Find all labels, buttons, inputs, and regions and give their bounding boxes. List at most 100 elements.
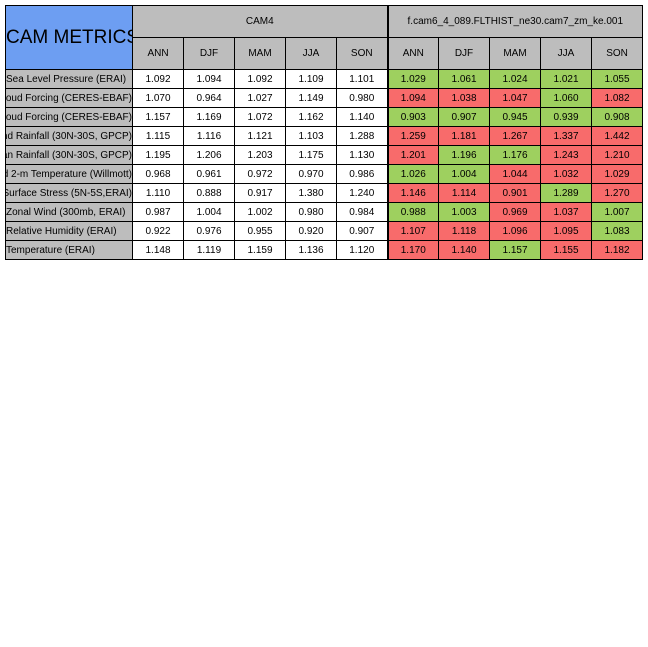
metric-name-label: Land 2-m Temperature (Willmott) [7, 168, 132, 180]
cam4-value-cell: 1.140 [336, 107, 388, 127]
metric-name: Ocean Rainfall (30N-30S, GPCP) [5, 145, 133, 165]
metric-name: LW Cloud Forcing (CERES-EBAF) [5, 107, 133, 127]
cam4-value-cell: 1.070 [132, 88, 184, 108]
metric-name: SW Cloud Forcing (CERES-EBAF) [5, 88, 133, 108]
table-row: Land 2-m Temperature (Willmott)0.9680.96… [5, 164, 644, 184]
season-header-son: SON [336, 37, 388, 70]
cam4-value-cell: 1.149 [285, 88, 337, 108]
table-row: Sea Level Pressure (ERAI) 1.092 1.094 1.092… [5, 69, 644, 89]
test-value-cell: 1.118 [438, 221, 490, 241]
test-value-cell: 1.114 [438, 183, 490, 203]
test-value-cell: 0.908 [590, 107, 644, 127]
cam4-value-cell: 0.970 [285, 164, 337, 184]
test-value-cell: 1.107 [386, 221, 439, 241]
metric-name-label: Land Rainfall (30N-30S, GPCP) [7, 130, 132, 142]
test-value-cell: 1.029 [590, 164, 644, 184]
cam4-value-cell: 0.920 [285, 221, 337, 241]
test-value-cell: 1.032 [540, 164, 592, 184]
cam4-value-cell: 0.987 [132, 202, 184, 222]
metric-name-label: LW Cloud Forcing (CERES-EBAF) [5, 111, 132, 123]
cam4-value-cell: 0.968 [132, 164, 184, 184]
test-value-cell: 1.096 [489, 221, 541, 241]
table-row: LW Cloud Forcing (CERES-EBAF)1.1571.1691… [5, 107, 644, 127]
season-header-row: ANN DJF MAM JJA SON ANN DJF MAM JJA SON [6, 37, 644, 70]
cam4-value-cell: 1.288 [336, 126, 388, 146]
test-value-cell: 1.243 [540, 145, 592, 165]
table-row: Pacific Surface Stress (5N-5S,ERAI)1.110… [5, 183, 644, 203]
cam4-value-cell: 1.240 [336, 183, 388, 203]
cam4-value-cell: 0.955 [234, 221, 286, 241]
cam4-value-cell: 0.964 [183, 88, 235, 108]
test-value-cell: 1.182 [590, 240, 644, 260]
table-row: Relative Humidity (ERAI) 0.922 0.976 0.955 0… [5, 221, 644, 241]
test-value-cell: 1.047 [489, 88, 541, 108]
cam4-value-cell: 0.922 [132, 221, 184, 241]
metric-name-label: Sea Level Pressure (ERAI) [6, 73, 127, 85]
test-value-cell: 1.021 [540, 69, 592, 89]
cam4-value-cell: 1.195 [132, 145, 184, 165]
metric-name: Temperature (ERAI) [5, 240, 133, 260]
cam4-value-cell: 1.203 [234, 145, 286, 165]
cam4-value-cell: 1.002 [234, 202, 286, 222]
test-value-cell: 1.037 [540, 202, 592, 222]
cam4-value-cell: 0.907 [336, 221, 388, 241]
test-value-cell: 1.442 [590, 126, 644, 146]
season-header-jja: JJA [540, 37, 592, 70]
test-value-cell: 0.939 [540, 107, 592, 127]
cam4-value-cell: 0.980 [285, 202, 337, 222]
season-header-mam: MAM [234, 37, 286, 70]
metric-name-label: Temperature (ERAI) [6, 244, 95, 256]
cam4-value-cell: 1.109 [285, 69, 337, 89]
cam4-value-cell: 1.027 [234, 88, 286, 108]
test-value-cell: 1.007 [590, 202, 644, 222]
cam4-value-cell: 0.888 [183, 183, 235, 203]
table-row: Temperature (ERAI) 1.148 1.119 1.159 1.136 1.… [5, 240, 644, 260]
test-value-cell: 1.201 [386, 145, 439, 165]
metric-name-label: Pacific Surface Stress (5N-5S,ERAI) [5, 187, 132, 199]
test-value-cell: 1.060 [540, 88, 592, 108]
cam4-value-cell: 1.206 [183, 145, 235, 165]
test-value-cell: 1.270 [590, 183, 644, 203]
table-row: Zonal Wind (300mb, ERAI) 0.987 1.004 1.002 0… [5, 202, 644, 222]
cam4-value-cell: 0.972 [234, 164, 286, 184]
test-value-cell: 0.988 [386, 202, 439, 222]
test-value-cell: 1.210 [590, 145, 644, 165]
cam4-value-cell: 1.072 [234, 107, 286, 127]
test-value-cell: 1.289 [540, 183, 592, 203]
metric-name: Land Rainfall (30N-30S, GPCP) [5, 126, 133, 146]
season-header-son: SON [590, 37, 644, 70]
test-value-cell: 1.176 [489, 145, 541, 165]
cam4-value-cell: 0.986 [336, 164, 388, 184]
test-value-cell: 0.901 [489, 183, 541, 203]
test-value-cell: 1.029 [386, 69, 439, 89]
test-value-cell: 1.157 [489, 240, 541, 260]
cam4-value-cell: 1.148 [132, 240, 184, 260]
cam4-value-cell: 1.380 [285, 183, 337, 203]
cam4-value-cell: 1.004 [183, 202, 235, 222]
season-header-mam: MAM [489, 37, 541, 70]
metric-name: Sea Level Pressure (ERAI) [5, 69, 133, 89]
cam4-value-cell: 1.136 [285, 240, 337, 260]
cam4-value-cell: 1.119 [183, 240, 235, 260]
test-value-cell: 1.155 [540, 240, 592, 260]
test-value-cell: 1.196 [438, 145, 490, 165]
test-value-cell: 1.038 [438, 88, 490, 108]
cam4-value-cell: 0.984 [336, 202, 388, 222]
cam4-value-cell: 1.116 [183, 126, 235, 146]
cam4-value-cell: 1.157 [132, 107, 184, 127]
cam4-value-cell: 1.159 [234, 240, 286, 260]
table-row: Land Rainfall (30N-30S, GPCP)1.1151.1161… [5, 126, 644, 146]
test-value-cell: 1.026 [386, 164, 439, 184]
season-header-ann: ANN [132, 37, 184, 70]
cam4-value-cell: 1.169 [183, 107, 235, 127]
group-header-row: CAM METRICS CAM4 f.cam6_4_089.FLTHIST_ne… [5, 5, 644, 70]
test-value-cell: 1.267 [489, 126, 541, 146]
metric-name-label: Relative Humidity (ERAI) [6, 225, 117, 237]
season-header-jja: JJA [285, 37, 337, 70]
cam4-value-cell: 0.976 [183, 221, 235, 241]
cam4-value-cell: 1.101 [336, 69, 388, 89]
test-value-cell: 1.082 [590, 88, 644, 108]
table-title: CAM METRICS [5, 5, 133, 70]
test-value-cell: 1.259 [386, 126, 439, 146]
cam4-value-cell: 1.120 [336, 240, 388, 260]
